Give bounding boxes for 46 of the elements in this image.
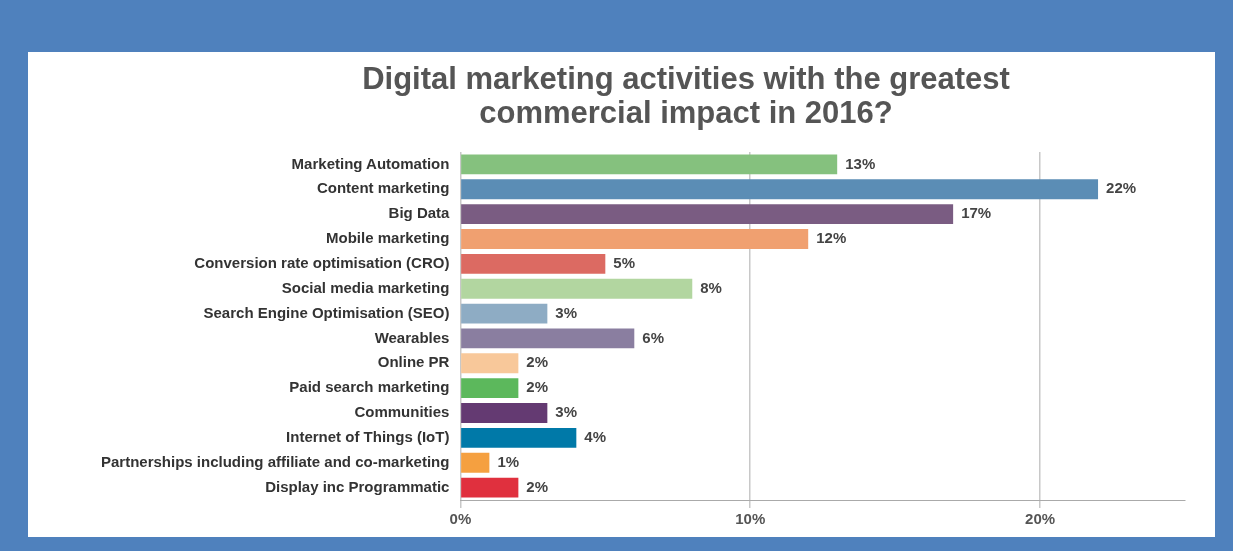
y-tick-label: Search Engine Optimisation (SEO) [203, 303, 450, 321]
data-label: 2% [526, 378, 549, 396]
data-label: 2% [526, 353, 549, 371]
y-tick-label: Paid search marketing [289, 378, 450, 396]
y-tick-label: Marketing Automation [291, 154, 450, 172]
y-tick-label: Big Data [388, 204, 451, 222]
bar [461, 179, 1099, 200]
chart-title: Digital marketing activities with the greatest commercial impact in 2016? [361, 61, 1011, 130]
data-label: 2% [526, 477, 549, 495]
x-tick-label: 10% [735, 510, 766, 528]
data-label: 8% [700, 278, 722, 296]
x-tick-label: 20% [1025, 510, 1056, 528]
bar [461, 253, 606, 274]
bar [461, 303, 548, 324]
bar [461, 278, 693, 299]
y-tick-label: Content marketing [316, 179, 450, 197]
data-label: 22% [1106, 179, 1137, 197]
data-label: 3% [555, 403, 578, 421]
data-label: 3% [555, 303, 578, 321]
bar [461, 427, 577, 448]
bar [461, 378, 519, 399]
y-tick-label: Mobile marketing [326, 229, 450, 247]
bar [461, 154, 838, 175]
y-tick-label: Partnerships including affiliate and co-marketing [100, 452, 450, 470]
y-tick-label: Online PR [377, 353, 450, 371]
y-tick-label: Conversion rate optimisation (CRO) [194, 254, 450, 271]
data-label: 4% [584, 428, 607, 445]
y-tick-label: Display inc Programmatic [265, 477, 450, 495]
data-label: 17% [961, 204, 992, 222]
data-label: 1% [497, 452, 520, 470]
data-label: 5% [613, 254, 636, 271]
y-tick-label: Wearables [374, 328, 450, 346]
bar [461, 452, 490, 473]
bar [461, 353, 519, 374]
data-label: 12% [816, 229, 847, 247]
data-label: 6% [642, 328, 664, 346]
y-tick-label: Internet of Things (IoT) [286, 428, 450, 445]
bar [461, 403, 548, 423]
bar [461, 204, 954, 225]
bar [461, 229, 809, 249]
y-tick-label: Communities [354, 403, 450, 421]
x-tick-label: 0% [449, 510, 472, 528]
y-tick-label: Social media marketing [281, 278, 450, 296]
bar [461, 477, 519, 498]
bar [461, 328, 635, 349]
data-label: 13% [845, 154, 876, 172]
